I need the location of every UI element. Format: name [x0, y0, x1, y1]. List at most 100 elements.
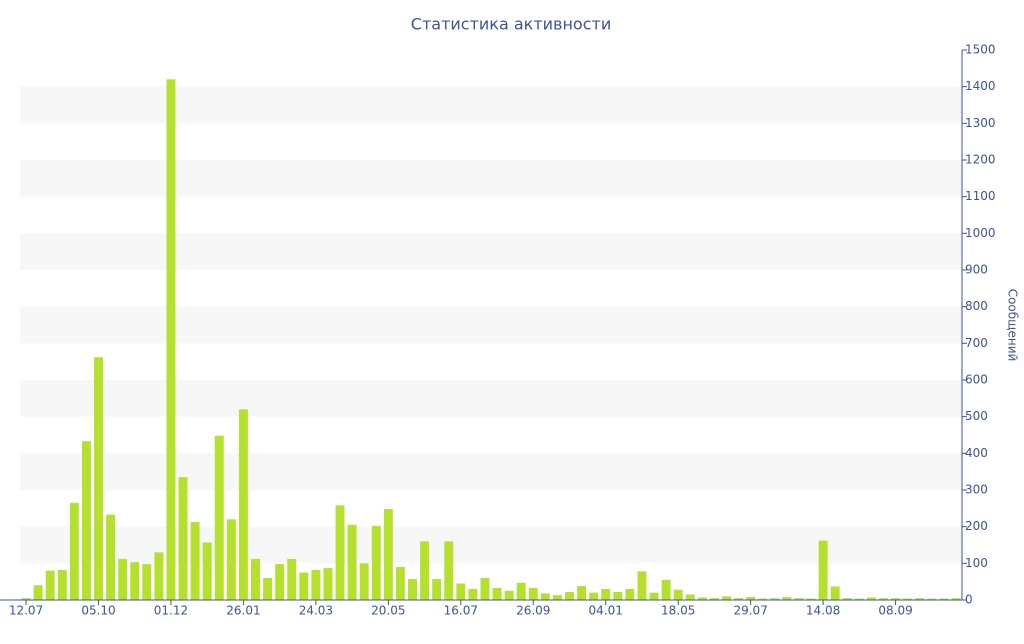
y-tick-label: 1000 — [965, 226, 996, 240]
bar — [842, 598, 852, 600]
bar — [251, 558, 260, 600]
y-tick-label: 800 — [965, 299, 988, 313]
x-tick-label: 01.12 — [154, 604, 188, 618]
bar — [371, 525, 381, 600]
bar — [806, 598, 816, 600]
bar — [45, 570, 55, 600]
bar — [697, 597, 707, 600]
bar — [81, 441, 91, 600]
bar — [794, 598, 804, 600]
y-tick-label: 1400 — [965, 79, 996, 93]
bar — [866, 597, 876, 600]
bar — [226, 519, 236, 600]
x-tick-label: 04.01 — [589, 604, 623, 618]
x-tick-label: 14.08 — [806, 604, 840, 618]
bar — [661, 579, 671, 600]
bar — [456, 583, 466, 600]
bar — [420, 541, 430, 600]
bar — [951, 598, 961, 600]
bar — [649, 592, 659, 600]
bar — [685, 594, 695, 600]
bar — [154, 552, 164, 600]
bar — [395, 567, 405, 600]
bar — [275, 564, 285, 600]
bar — [782, 597, 792, 600]
y-tick-label: 500 — [965, 409, 988, 423]
bar — [311, 569, 321, 600]
bar — [33, 585, 43, 600]
y-tick-label: 1500 — [965, 43, 996, 57]
y-axis-label: Сообщений — [1006, 289, 1020, 362]
y-tick-label: 1100 — [965, 189, 996, 203]
bar — [432, 579, 442, 600]
x-tick-label: 26.09 — [516, 604, 550, 618]
y-tick-label: 0 — [965, 593, 973, 607]
y-tick-label: 600 — [965, 373, 988, 387]
y-tick-label: 1200 — [965, 153, 996, 167]
bar — [57, 569, 67, 600]
grid-band — [20, 233, 962, 270]
bar — [444, 541, 454, 600]
bar — [770, 598, 780, 600]
x-tick-label: 12.07 — [9, 604, 43, 618]
x-tick-label: 16.07 — [444, 604, 478, 618]
bar — [118, 558, 128, 600]
bar — [468, 589, 478, 600]
bar — [202, 542, 212, 600]
bar — [601, 589, 611, 600]
bar — [939, 598, 949, 600]
bar — [673, 589, 683, 600]
bar — [214, 435, 224, 600]
bar — [142, 564, 152, 600]
x-tick-label: 08.09 — [878, 604, 912, 618]
bar — [746, 597, 756, 600]
bar — [637, 571, 647, 600]
bar — [299, 572, 309, 600]
bar — [106, 514, 116, 600]
grid-band — [20, 306, 962, 344]
bar — [323, 568, 333, 600]
bar — [504, 590, 514, 600]
bar — [613, 591, 623, 600]
grid-band — [20, 526, 962, 564]
bar — [347, 524, 357, 600]
chart-title: Статистика активности — [411, 15, 611, 34]
y-tick-label: 700 — [965, 336, 988, 350]
bar — [492, 587, 502, 600]
grid-band — [20, 86, 962, 124]
bar — [263, 578, 273, 600]
bar — [818, 540, 828, 600]
bar — [166, 79, 176, 601]
bar — [577, 586, 587, 600]
bar — [516, 582, 526, 600]
bar — [69, 502, 79, 600]
bar — [709, 598, 719, 600]
bar — [178, 477, 188, 600]
x-tick-label: 20.05 — [371, 604, 405, 618]
grid-band — [20, 453, 962, 490]
bar — [359, 563, 369, 600]
bar — [238, 409, 248, 600]
bar — [528, 587, 538, 600]
bar — [287, 558, 297, 600]
x-tick-label: 05.10 — [81, 604, 115, 618]
y-tick-label: 900 — [965, 263, 988, 277]
grid-band — [20, 380, 962, 417]
bar — [408, 579, 417, 600]
bar — [130, 562, 140, 600]
bar — [589, 592, 599, 600]
bar — [625, 589, 635, 600]
bar — [927, 598, 937, 600]
bar — [915, 598, 925, 600]
bar — [758, 598, 768, 600]
x-tick-label: 24.03 — [299, 604, 333, 618]
y-tick-label: 200 — [965, 519, 988, 533]
bar — [722, 596, 731, 600]
bar — [94, 357, 103, 600]
y-tick-label: 100 — [965, 556, 988, 570]
y-tick-label: 300 — [965, 483, 988, 497]
x-tick-label: 29.07 — [733, 604, 767, 618]
bar — [879, 598, 888, 600]
bar — [830, 586, 840, 600]
